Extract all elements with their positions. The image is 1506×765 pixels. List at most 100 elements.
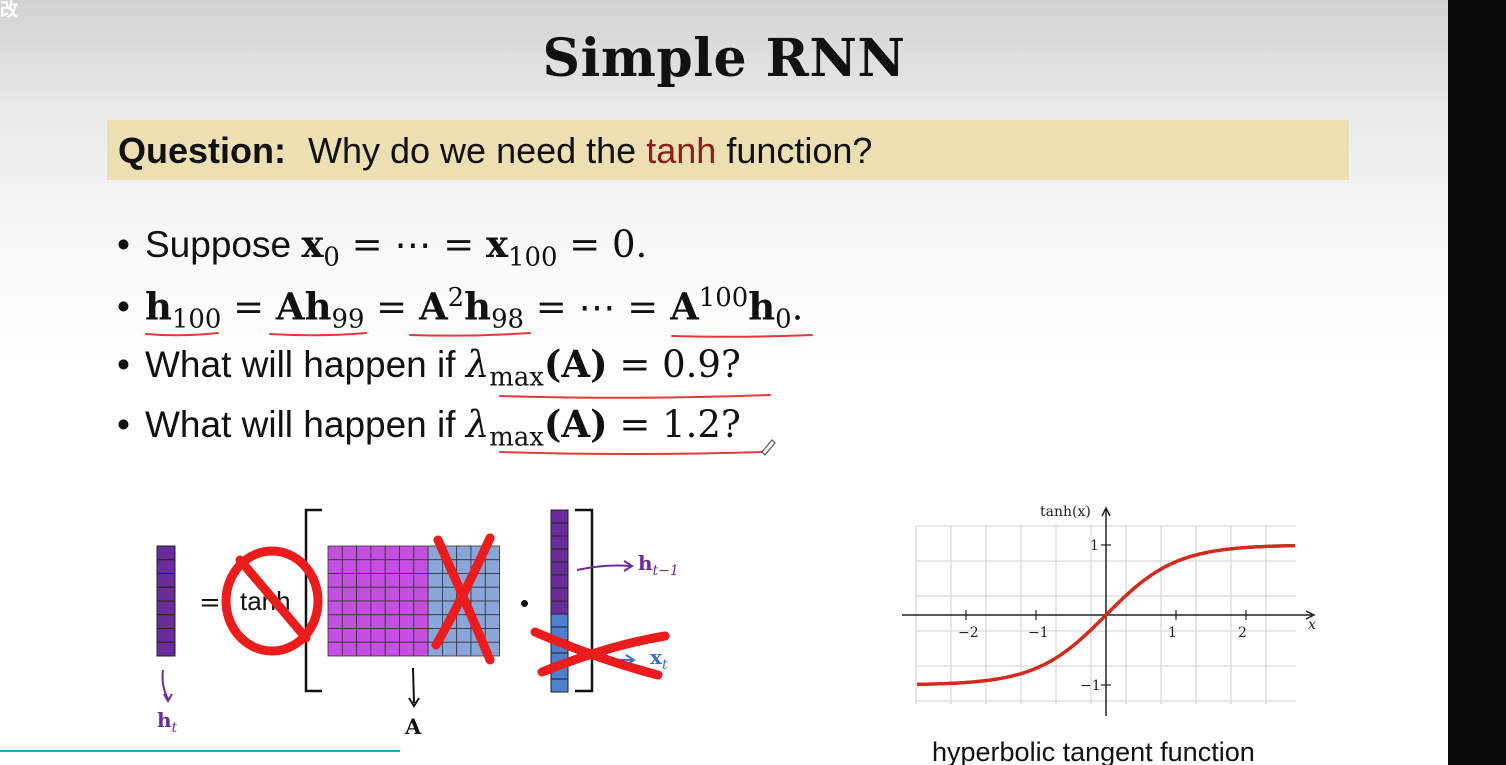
Ah-subscript: 99 xyxy=(331,304,365,335)
plot-ticks: −2 −1 1 2 1 −1 xyxy=(958,538,1247,694)
ht-cell xyxy=(156,641,176,657)
h98-symbol: h xyxy=(464,284,492,329)
bullet-4-paren: (A) xyxy=(543,402,608,446)
x-tick-label: −1 xyxy=(1028,625,1049,641)
matrix-cell xyxy=(456,628,472,643)
video-progress-bar[interactable] xyxy=(0,750,400,752)
matrix-cell xyxy=(327,573,343,588)
matrix-cell xyxy=(399,614,415,629)
x0-symbol: x xyxy=(301,222,324,266)
matrix-cell xyxy=(413,600,429,616)
matrix-cell xyxy=(384,628,400,643)
left-bracket xyxy=(304,508,322,693)
bullet-3-text: What will happen if xyxy=(145,344,456,385)
stacked-cell xyxy=(550,613,569,628)
A100-superscript: 100 xyxy=(698,283,749,313)
matrix-cell xyxy=(370,600,386,616)
matrix-cell xyxy=(399,573,415,588)
y-axis-arrow xyxy=(1101,506,1111,517)
plot-xlabel: x xyxy=(1308,617,1316,633)
matrix-cell xyxy=(341,559,357,574)
stacked-cell xyxy=(550,574,569,589)
matrix-cell xyxy=(370,573,386,588)
hprev-arrow-head xyxy=(623,560,634,572)
bullet-2: • h100 = Ah99 = A2h98 = ⋯ = A100h0. xyxy=(117,283,804,335)
bullet-1: • Suppose x0 = ⋯ = x100 = 0. xyxy=(117,222,648,273)
hprev-arrow xyxy=(576,564,631,571)
ht-cell xyxy=(156,600,176,616)
x0-subscript: 0 xyxy=(323,242,340,273)
matrix-cell xyxy=(327,600,343,616)
lambda-subscript: max xyxy=(489,422,544,453)
stacked-cell xyxy=(550,535,569,550)
matrix-cell xyxy=(384,573,400,588)
lambda-subscript: max xyxy=(489,362,544,393)
stacked-cell xyxy=(550,509,569,524)
matrix-cell xyxy=(484,586,500,602)
plot-caption: hyperbolic tangent function xyxy=(932,737,1255,765)
matrix-cell xyxy=(341,600,357,616)
matrix-cell xyxy=(341,573,357,588)
x-axis-arrow xyxy=(1305,610,1316,620)
matrix-cell xyxy=(399,586,415,602)
slide-graphics: = • ht A ht−1 xt tanh xyxy=(145,332,1316,739)
matrix-cell xyxy=(341,614,357,629)
matrix-cell xyxy=(413,559,429,574)
Ah-symbol: Ah xyxy=(275,284,332,329)
question-banner: Question: Why do we need the tanh functio… xyxy=(107,120,1349,180)
h0-subscript: 0 xyxy=(775,304,792,335)
ink-x-stroke xyxy=(431,533,495,650)
matrix-cell xyxy=(356,573,372,588)
matrix-cell xyxy=(356,586,372,602)
matrix-cell xyxy=(327,614,343,629)
matrix-cell xyxy=(399,600,415,616)
matrix-cell xyxy=(370,545,386,561)
matrix-cell xyxy=(370,559,386,574)
multiply-dot: • xyxy=(520,588,529,618)
ink-slash xyxy=(235,555,311,643)
matrix-cell xyxy=(384,614,400,629)
bullet-1-end: = 0. xyxy=(557,223,648,266)
h100-subscript: 100 xyxy=(171,304,222,335)
matrix-cell xyxy=(399,641,415,657)
matrix-cell xyxy=(356,614,372,629)
matrix-cell xyxy=(356,641,372,657)
question-label: Question: xyxy=(118,130,286,171)
matrix-cell xyxy=(413,641,429,657)
ht-cell xyxy=(156,545,176,561)
h98-subscript: 98 xyxy=(491,304,525,335)
matrix-cell xyxy=(427,586,443,602)
bullet-4-value: = 1.2? xyxy=(607,403,741,446)
tanh-curve xyxy=(916,543,1296,687)
ink-strikeouts xyxy=(221,533,670,680)
ink-underline xyxy=(409,332,531,337)
stacked-cell xyxy=(550,522,569,537)
matrix-cell xyxy=(341,641,357,657)
matrix-cell xyxy=(327,559,343,574)
question-text-after: function? xyxy=(726,130,873,171)
ht-vector xyxy=(156,545,176,657)
stacked-cell xyxy=(550,561,569,576)
x-tick-label: −2 xyxy=(958,625,979,641)
ink-underlines xyxy=(145,332,813,455)
ink-underline xyxy=(145,332,219,337)
ink-underline xyxy=(671,334,813,338)
matrix-cell xyxy=(470,586,486,602)
A-label: A xyxy=(404,714,422,739)
h0-symbol: h xyxy=(748,284,776,329)
matrix-cell xyxy=(441,586,458,602)
lambda-symbol: λ xyxy=(465,403,490,446)
x100-symbol: x xyxy=(485,222,509,266)
A-arrow-head xyxy=(408,697,420,708)
stacked-cell xyxy=(550,548,569,563)
bullet-2-eq3: = ⋯ = xyxy=(524,285,671,329)
matrix-cell xyxy=(427,573,443,588)
y-tick-label: −1 xyxy=(1080,678,1101,694)
matrix-cell xyxy=(341,628,357,643)
slide: Simple RNN Question: Why do we need the t… xyxy=(0,0,1448,765)
matrix-cell xyxy=(484,614,500,629)
matrix-cell xyxy=(384,641,400,657)
matrix-cell xyxy=(356,559,372,574)
matrix-cell xyxy=(327,628,343,643)
A2-superscript: 2 xyxy=(447,283,465,313)
